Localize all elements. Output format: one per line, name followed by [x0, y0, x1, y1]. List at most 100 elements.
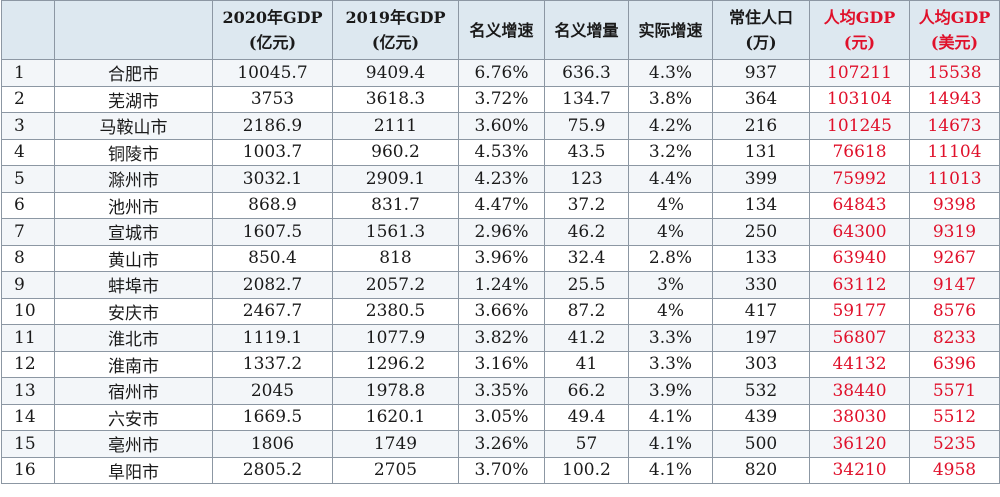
table-row: 13 宿州市 2045 1978.8 3.35% 66.2 3.9% 532 38440 5571	[1, 377, 1000, 405]
per-capita-usd-cell: 5512	[909, 403, 1000, 431]
gdp-2020-cell: 10045.7	[212, 59, 333, 87]
gdp-2019-cell: 1978.8	[332, 377, 459, 405]
header-nominal-growth-title: 名义增速	[469, 20, 534, 40]
per-capita-usd-cell: 8233	[909, 324, 1000, 352]
per-capita-cny-cell: 56807	[809, 324, 910, 352]
header-real-growth-title: 实际增速	[638, 20, 703, 40]
nominal-increase-cell: 41.2	[544, 324, 629, 352]
nominal-increase-cell: 636.3	[544, 59, 629, 87]
rank-cell: 5	[1, 165, 55, 193]
rank-cell: 12	[1, 350, 55, 378]
per-capita-usd-cell: 14943	[909, 85, 1000, 113]
header-gdp-2020-title: 2020年GDP	[222, 8, 323, 27]
nominal-growth-cell: 3.26%	[458, 430, 545, 458]
rank-cell: 2	[1, 85, 55, 113]
per-capita-cny-cell: 63940	[809, 244, 910, 272]
gdp-2019-cell: 2705	[332, 456, 459, 484]
nominal-growth-cell: 3.60%	[458, 112, 545, 140]
gdp-2019-cell: 960.2	[332, 138, 459, 166]
header-index	[1, 0, 55, 60]
gdp-2020-cell: 2186.9	[212, 112, 333, 140]
nominal-growth-cell: 3.72%	[458, 85, 545, 113]
city-cell: 芜湖市	[54, 85, 213, 113]
population-cell: 532	[712, 377, 810, 405]
header-gdp-per-capita-cny: 人均GDP (元)	[809, 0, 910, 60]
population-cell: 197	[712, 324, 810, 352]
population-cell: 216	[712, 112, 810, 140]
population-cell: 303	[712, 350, 810, 378]
nominal-increase-cell: 134.7	[544, 85, 629, 113]
population-cell: 417	[712, 297, 810, 325]
rank-cell: 3	[1, 112, 55, 140]
population-cell: 134	[712, 191, 810, 219]
table-row: 2 芜湖市 3753 3618.3 3.72% 134.7 3.8% 364 103104 149…	[1, 85, 1000, 113]
per-capita-cny-cell: 103104	[809, 85, 910, 113]
real-growth-cell: 4.1%	[628, 430, 713, 458]
per-capita-usd-cell: 9147	[909, 271, 1000, 299]
rank-cell: 14	[1, 403, 55, 431]
per-capita-usd-cell: 5571	[909, 377, 1000, 405]
per-capita-cny-cell: 64300	[809, 218, 910, 246]
gdp-2020-cell: 2082.7	[212, 271, 333, 299]
population-cell: 330	[712, 271, 810, 299]
table-row: 16 阜阳市 2805.2 2705 3.70% 100.2 4.1% 820 34210 495…	[1, 456, 1000, 484]
population-cell: 131	[712, 138, 810, 166]
city-cell: 黄山市	[54, 244, 213, 272]
table-row: 6 池州市 868.9 831.7 4.47% 37.2 4% 134 64843 9398	[1, 191, 1000, 219]
rank-cell: 15	[1, 430, 55, 458]
table-header: 2020年GDP (亿元) 2019年GDP (亿元) 名义增速 名义增量 实际增速 常住人口…	[1, 0, 1000, 60]
real-growth-cell: 4.4%	[628, 165, 713, 193]
nominal-growth-cell: 4.23%	[458, 165, 545, 193]
header-gdp-per-capita-usd-title: 人均GDP	[918, 8, 991, 27]
table-body: 1 合肥市 10045.7 9409.4 6.76% 636.3 4.3% 937 107211…	[1, 59, 1000, 484]
per-capita-usd-cell: 11013	[909, 165, 1000, 193]
real-growth-cell: 3%	[628, 271, 713, 299]
nominal-growth-cell: 3.05%	[458, 403, 545, 431]
gdp-2020-cell: 3753	[212, 85, 333, 113]
gdp-2019-cell: 3618.3	[332, 85, 459, 113]
nominal-growth-cell: 1.24%	[458, 271, 545, 299]
nominal-increase-cell: 46.2	[544, 218, 629, 246]
header-row: 2020年GDP (亿元) 2019年GDP (亿元) 名义增速 名义增量 实际增速 常住人口…	[1, 0, 1000, 60]
header-gdp-2019: 2019年GDP (亿元)	[332, 0, 459, 60]
nominal-growth-cell: 6.76%	[458, 59, 545, 87]
gdp-table: 2020年GDP (亿元) 2019年GDP (亿元) 名义增速 名义增量 实际增速 常住人口…	[1, 0, 1000, 484]
nominal-growth-cell: 3.82%	[458, 324, 545, 352]
gdp-2019-cell: 1561.3	[332, 218, 459, 246]
table-row: 1 合肥市 10045.7 9409.4 6.76% 636.3 4.3% 937 107211…	[1, 59, 1000, 87]
per-capita-cny-cell: 101245	[809, 112, 910, 140]
city-cell: 合肥市	[54, 59, 213, 87]
population-cell: 250	[712, 218, 810, 246]
gdp-2020-cell: 1003.7	[212, 138, 333, 166]
gdp-2019-cell: 1620.1	[332, 403, 459, 431]
per-capita-cny-cell: 75992	[809, 165, 910, 193]
gdp-2020-cell: 1119.1	[212, 324, 333, 352]
gdp-2019-cell: 1749	[332, 430, 459, 458]
header-gdp-2019-unit: (亿元)	[371, 33, 420, 52]
real-growth-cell: 4.1%	[628, 403, 713, 431]
gdp-2020-cell: 3032.1	[212, 165, 333, 193]
rank-cell: 16	[1, 456, 55, 484]
nominal-increase-cell: 57	[544, 430, 629, 458]
gdp-2019-cell: 2380.5	[332, 297, 459, 325]
city-cell: 宣城市	[54, 218, 213, 246]
per-capita-usd-cell: 11104	[909, 138, 1000, 166]
real-growth-cell: 4.2%	[628, 112, 713, 140]
per-capita-usd-cell: 15538	[909, 59, 1000, 87]
real-growth-cell: 4%	[628, 297, 713, 325]
rank-cell: 9	[1, 271, 55, 299]
nominal-growth-cell: 4.47%	[458, 191, 545, 219]
gdp-2020-cell: 868.9	[212, 191, 333, 219]
population-cell: 364	[712, 85, 810, 113]
gdp-2019-cell: 1296.2	[332, 350, 459, 378]
per-capita-cny-cell: 107211	[809, 59, 910, 87]
rank-cell: 8	[1, 244, 55, 272]
rank-cell: 1	[1, 59, 55, 87]
table-row: 15 亳州市 1806 1749 3.26% 57 4.1% 500 36120 5235	[1, 430, 1000, 458]
nominal-growth-cell: 3.16%	[458, 350, 545, 378]
table-row: 3 马鞍山市 2186.9 2111 3.60% 75.9 4.2% 216 101245 146…	[1, 112, 1000, 140]
header-gdp-2020: 2020年GDP (亿元)	[212, 0, 333, 60]
table-row: 9 蚌埠市 2082.7 2057.2 1.24% 25.5 3% 330 63112 9147	[1, 271, 1000, 299]
nominal-increase-cell: 43.5	[544, 138, 629, 166]
city-cell: 马鞍山市	[54, 112, 213, 140]
